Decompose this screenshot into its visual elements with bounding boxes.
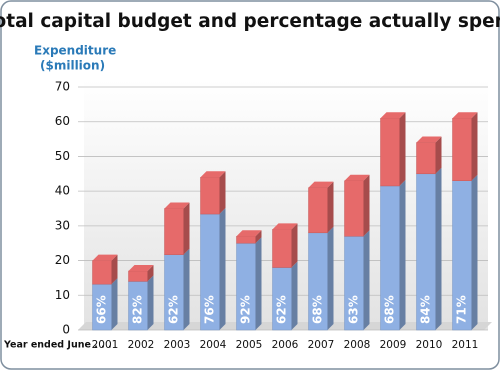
bar-top	[452, 112, 478, 119]
y-tick-label: 20	[55, 253, 70, 267]
bar-side	[327, 226, 334, 330]
bar-top	[380, 112, 406, 119]
bar-side	[219, 208, 226, 330]
bar-side	[147, 275, 154, 330]
bar-side	[435, 136, 442, 174]
x-tick-label: 2005	[236, 339, 263, 351]
bar-side	[363, 230, 370, 330]
bar-top	[272, 223, 298, 230]
chart-title: Total capital budget and percentage actu…	[0, 11, 500, 32]
bar-segment	[308, 187, 328, 234]
x-tick-label: 2009	[380, 339, 407, 351]
bar-label: 62%	[167, 295, 181, 324]
x-tick-label: 2011	[452, 339, 479, 351]
bar-top	[164, 202, 190, 209]
y-tick-label: 50	[55, 149, 70, 163]
y-axis-label: ($million)	[40, 59, 105, 73]
bar-side	[255, 237, 262, 330]
bar-side	[399, 112, 406, 186]
bar-segment	[272, 229, 292, 268]
bar-side	[435, 167, 442, 330]
x-tick-label: 2001	[92, 339, 119, 351]
x-tick-label: 2002	[128, 339, 155, 351]
bar-segment	[92, 260, 112, 285]
bar-side	[399, 179, 406, 330]
bar-label: 68%	[383, 295, 397, 324]
x-tick-label: 2008	[344, 339, 371, 351]
x-tick-label: 2007	[308, 339, 335, 351]
bar-side	[255, 230, 262, 244]
y-tick-label: 0	[62, 323, 70, 337]
bar-label: 62%	[275, 295, 289, 324]
bar-top	[92, 254, 118, 261]
bar-side	[291, 261, 298, 330]
x-tick-label: 2010	[416, 339, 443, 351]
bar-side	[111, 278, 118, 330]
bar-label: 92%	[239, 295, 253, 324]
bar-side	[219, 171, 226, 215]
bar-top	[416, 136, 442, 143]
bar-side	[327, 181, 334, 233]
bar-side	[471, 174, 478, 330]
bar-segment	[416, 142, 436, 175]
x-tick-label: 2004	[200, 339, 227, 351]
y-tick-label: 30	[55, 218, 70, 232]
bar-side	[363, 174, 370, 237]
bar-top	[200, 171, 226, 178]
bar-label: 84%	[419, 295, 433, 324]
bar-label: 82%	[131, 295, 145, 324]
bar-label: 76%	[203, 295, 217, 324]
bar-side	[291, 223, 298, 268]
y-tick-label: 60	[55, 114, 70, 128]
bar-segment	[200, 177, 220, 215]
bar-side	[183, 202, 190, 255]
bar-label: 71%	[455, 295, 469, 324]
bar-top	[128, 264, 154, 271]
bar-side	[111, 254, 118, 285]
bar-side	[183, 248, 190, 330]
bar-segment	[344, 180, 364, 237]
bar-segment	[164, 208, 184, 255]
bar-side	[147, 264, 154, 282]
bar-label: 66%	[95, 295, 109, 324]
bar-top	[344, 174, 370, 181]
bar-label: 63%	[347, 295, 361, 324]
y-axis-label: Expenditure	[34, 44, 116, 58]
bar-top	[236, 230, 262, 237]
bar-label: 68%	[311, 295, 325, 324]
x-axis-label: Year ended June . . .	[3, 340, 112, 351]
bar-segment	[128, 270, 148, 282]
y-tick-label: 10	[55, 288, 70, 302]
y-tick-label: 70	[55, 80, 70, 94]
bar-segment	[236, 236, 256, 244]
x-tick-label: 2006	[272, 339, 299, 351]
y-tick-label: 40	[55, 184, 70, 198]
bar-side	[471, 112, 478, 181]
bar-segment	[380, 117, 400, 187]
bar-segment	[452, 117, 472, 181]
x-tick-label: 2003	[164, 339, 191, 351]
bar-top	[308, 181, 334, 188]
